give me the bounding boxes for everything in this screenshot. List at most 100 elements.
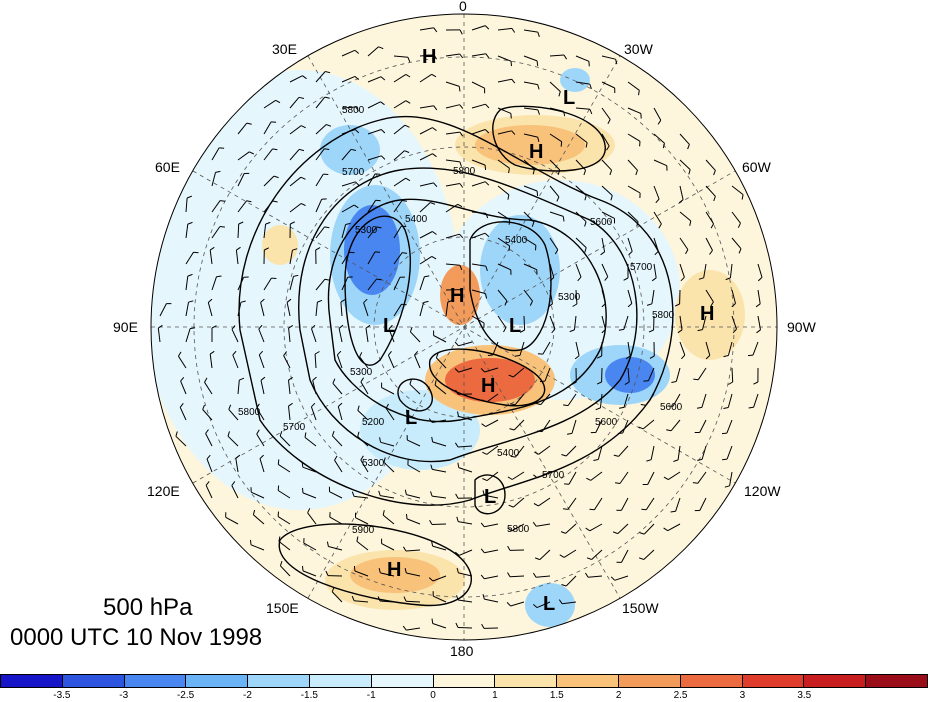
wind-barb: [679, 133, 690, 145]
wind-barb-flag: [381, 155, 386, 160]
wind-barb-flag: [485, 53, 490, 59]
wind-barb: [538, 497, 551, 507]
contour-label: 5600: [590, 217, 613, 228]
wind-barb: [289, 125, 302, 135]
wind-barb-flag: [615, 59, 618, 65]
wind-barb: [260, 302, 265, 317]
wind-barb: [549, 263, 555, 278]
wind-barb-flag: [304, 432, 307, 438]
wind-barb: [419, 105, 434, 109]
wind-barb: [185, 224, 189, 239]
wind-barb-flag: [404, 124, 410, 128]
wind-barb: [727, 341, 733, 356]
wind-barb: [263, 99, 276, 109]
wind-barb-flag: [532, 572, 537, 578]
wind-barb: [705, 185, 716, 197]
wind-barb-flag: [405, 73, 411, 78]
colorbar-tick-label: 2.5: [673, 690, 688, 701]
wind-barb: [256, 433, 265, 447]
wind-barb: [250, 491, 265, 499]
wind-barb-flag: [534, 557, 540, 561]
wind-barb-flag: [235, 454, 241, 459]
wind-barb: [549, 107, 564, 112]
wind-barb-flag: [724, 485, 730, 488]
wind-barb: [549, 237, 559, 250]
colorbar-tick-label: 1.5: [549, 690, 564, 701]
wind-barb-flag: [635, 170, 638, 176]
wind-barb: [315, 278, 326, 291]
wind-barb: [523, 237, 537, 246]
wind-barb-flag: [539, 380, 546, 383]
wind-barb-flag: [624, 381, 630, 386]
lon-label-90e: 90E: [113, 319, 138, 335]
wind-barb-flag: [378, 490, 381, 496]
wind-barb-flag: [354, 76, 360, 80]
wind-barb: [445, 81, 460, 87]
wind-barb: [237, 200, 247, 213]
wind-barb: [289, 203, 302, 213]
wind-barb: [307, 512, 317, 525]
contour-label: 5800: [507, 524, 530, 535]
wind-barb: [571, 419, 577, 434]
wind-barb: [511, 471, 525, 480]
wind-barb-flag: [723, 407, 729, 409]
wind-barb: [457, 627, 473, 629]
wind-barb-flag: [351, 491, 355, 497]
wind-barb-flag: [584, 195, 587, 201]
wind-barb-flag: [288, 324, 294, 329]
wind-barb-flag: [404, 567, 407, 574]
wind-barb-flag: [186, 195, 192, 199]
wind-barb-flag: [459, 29, 463, 35]
wind-barb: [575, 81, 590, 85]
wind-barb-flag: [662, 143, 665, 149]
wind-barb-flag: [619, 406, 625, 409]
wind-barb-flag: [725, 277, 731, 281]
wind-barb-flag: [559, 554, 565, 558]
wind-barb-flag: [379, 437, 381, 443]
wind-barb: [406, 494, 421, 499]
wind-barb: [565, 575, 577, 587]
wind-barb: [315, 71, 326, 83]
wind-barb: [211, 226, 221, 239]
wind-barb: [431, 523, 447, 525]
wind-barb: [235, 458, 239, 473]
wind-barb: [445, 263, 460, 266]
wind-barb: [432, 468, 447, 473]
wind-barb: [357, 436, 369, 447]
wind-barb: [601, 185, 613, 196]
wind-barb: [523, 185, 538, 192]
wind-barb: [315, 226, 325, 239]
low-center: L: [543, 593, 555, 615]
wind-barb: [549, 54, 565, 57]
wind-barb: [332, 435, 343, 447]
wind-barb: [354, 600, 369, 603]
wind-barb-flag: [548, 303, 553, 308]
wind-barb-flag: [738, 248, 742, 254]
wind-barb: [670, 419, 681, 432]
wind-barb: [623, 315, 629, 330]
wind-barb: [588, 575, 603, 578]
wind-barb-flag: [317, 299, 323, 303]
wind-barb-flag: [288, 402, 293, 407]
wind-barb: [381, 387, 395, 395]
wind-barb-flag: [431, 73, 437, 78]
wind-barb: [651, 289, 655, 304]
wind-barb: [445, 302, 449, 317]
wind-barb-flag: [484, 129, 490, 134]
wind-barb: [432, 575, 447, 582]
wind-barb-flag: [628, 251, 633, 256]
wind-barb: [523, 315, 526, 331]
wind-barb-flag: [574, 355, 580, 360]
wind-barb-flag: [338, 324, 344, 329]
wind-barb: [627, 159, 638, 171]
wind-barb: [627, 81, 640, 91]
wind-barb: [565, 523, 577, 534]
wind-barb-flag: [431, 255, 437, 260]
wind-barb-flag: [272, 148, 278, 151]
colorbar-segment: [866, 675, 927, 687]
wind-barb-flag: [350, 148, 357, 151]
colorbar-tick-label: -2: [243, 690, 252, 701]
wind-barb-flag: [551, 328, 556, 334]
wind-barb: [207, 302, 213, 317]
wind-barb-flag: [240, 300, 246, 303]
